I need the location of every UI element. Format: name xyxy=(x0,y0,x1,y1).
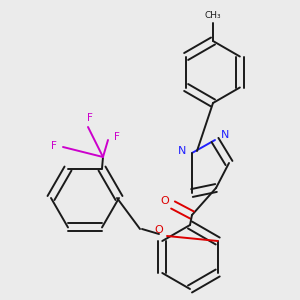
Text: O: O xyxy=(154,225,164,235)
Text: N: N xyxy=(221,130,229,140)
Text: F: F xyxy=(51,141,57,151)
Text: F: F xyxy=(114,132,120,142)
Text: F: F xyxy=(87,113,93,123)
Text: CH₃: CH₃ xyxy=(205,11,221,20)
Text: N: N xyxy=(178,146,186,156)
Text: O: O xyxy=(160,196,169,206)
